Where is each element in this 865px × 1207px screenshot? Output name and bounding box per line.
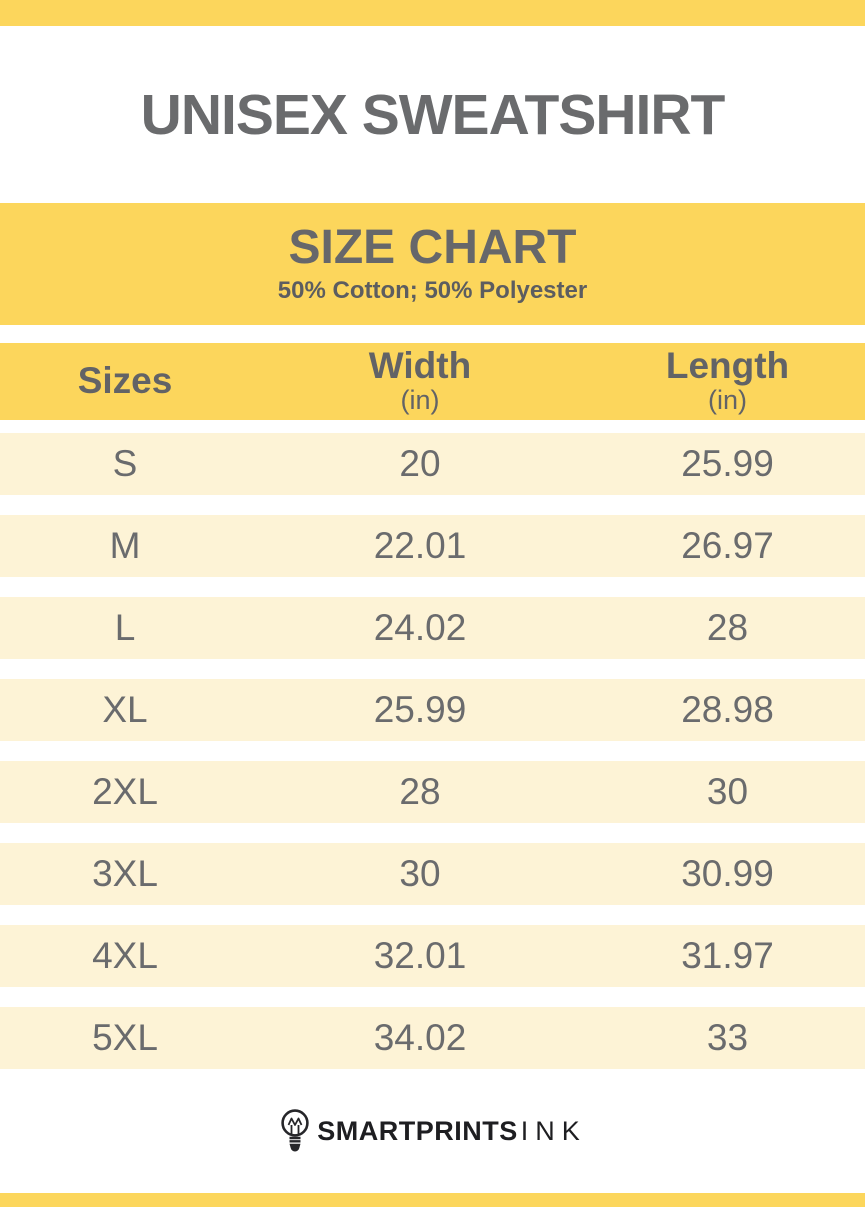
size-label: S [112, 443, 138, 484]
size-label: M [109, 525, 141, 566]
title-section: UNISEX SWEATSHIRT [0, 26, 865, 203]
width-value: 28 [399, 771, 441, 812]
page-title: UNISEX SWEATSHIRT [140, 82, 726, 147]
length-value: 33 [706, 1017, 749, 1058]
table-row-2xl: 2XL 28 30 [0, 761, 865, 823]
spacer [0, 420, 865, 433]
length-value: 31.97 [681, 935, 774, 976]
length-value: 30 [706, 771, 749, 812]
length-value: 28 [706, 607, 749, 648]
size-label: 4XL [92, 935, 158, 976]
lightbulb-icon [281, 1109, 309, 1152]
column-header-length-label: Length [665, 345, 790, 387]
table-row-l: L 24.02 28 [0, 597, 865, 659]
size-label: L [114, 607, 136, 648]
brand-logo: SMARTPRINTS INK [278, 1108, 587, 1154]
table-row-m: M 22.01 26.97 [0, 515, 865, 577]
column-header-width-unit: (in) [400, 385, 440, 416]
column-header-sizes-label: Sizes [77, 360, 173, 402]
size-table: S 20 25.99 M 22.01 26.97 L 24.02 28 XL 2… [0, 433, 865, 1069]
size-chart-banner: SIZE CHART 50% Cotton; 50% Polyester [0, 203, 865, 325]
brand-name-light: INK [520, 1115, 587, 1146]
width-value: 34.02 [373, 1017, 467, 1058]
size-label: 3XL [92, 853, 158, 894]
table-row-4xl: 4XL 32.01 31.97 [0, 925, 865, 987]
size-label: XL [102, 689, 148, 730]
table-row-3xl: 3XL 30 30.99 [0, 843, 865, 905]
brand-name-bold: SMARTPRINTS [317, 1115, 518, 1146]
length-value: 28.98 [681, 689, 774, 730]
fabric-composition: 50% Cotton; 50% Polyester [277, 277, 588, 305]
length-value: 26.97 [681, 525, 774, 566]
banner-title: SIZE CHART [288, 220, 577, 274]
column-header-length: Length (in) [590, 345, 865, 416]
table-row-s: S 20 25.99 [0, 433, 865, 495]
width-value: 22.01 [373, 525, 467, 566]
brand-footer: SMARTPRINTS INK [0, 1069, 865, 1193]
column-header-sizes: Sizes [0, 360, 250, 402]
width-value: 32.01 [373, 935, 467, 976]
size-label: 2XL [92, 771, 158, 812]
table-row-5xl: 5XL 34.02 33 [0, 1007, 865, 1069]
length-value: 30.99 [681, 853, 774, 894]
length-value: 25.99 [681, 443, 774, 484]
width-value: 25.99 [373, 689, 467, 730]
column-header-width-label: Width [368, 345, 472, 387]
width-value: 24.02 [373, 607, 467, 648]
spacer [0, 325, 865, 343]
table-row-xl: XL 25.99 28.98 [0, 679, 865, 741]
table-header-row: Sizes Width (in) Length (in) [0, 343, 865, 420]
width-value: 30 [399, 853, 441, 894]
bottom-accent-bar [0, 1193, 865, 1207]
column-header-length-unit: (in) [708, 385, 747, 416]
column-header-width: Width (in) [250, 345, 590, 416]
top-accent-bar [0, 0, 865, 26]
size-label: 5XL [92, 1017, 158, 1058]
width-value: 20 [399, 443, 441, 484]
